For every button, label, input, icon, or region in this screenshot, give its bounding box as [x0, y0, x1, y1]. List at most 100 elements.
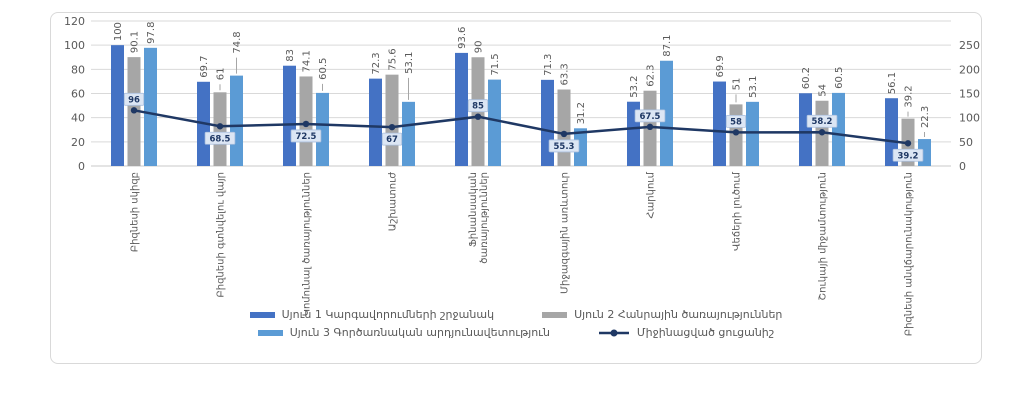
bar-value-label: 74.1	[302, 50, 313, 72]
bar[interactable]	[832, 92, 845, 166]
legend-item-series-2[interactable]: Սյուն 2 Հանրային ծառայություններ	[542, 308, 782, 321]
bar[interactable]	[488, 79, 501, 166]
bar[interactable]	[557, 89, 571, 166]
bar-value-label: 87.1	[662, 34, 673, 56]
bar[interactable]	[713, 81, 726, 166]
legend: Սյուն 1 Կարգավորումների շրջանակ Սյուն 2 …	[51, 308, 981, 339]
line-value-label: 72.5	[296, 132, 317, 142]
bar-value-label: 90	[474, 41, 485, 54]
right-axis-tick: 250	[959, 39, 980, 52]
line-label-box	[123, 92, 145, 106]
right-axis-tick: 50	[959, 136, 973, 149]
bar-value-label: 71.3	[543, 54, 554, 76]
legend-row-1: Սյուն 1 Կարգավորումների շրջանակ Սյուն 2 …	[249, 308, 782, 321]
line-point[interactable]	[904, 140, 912, 147]
line-label-box	[381, 132, 403, 146]
bar-value-label: 83	[285, 49, 296, 62]
bar[interactable]	[230, 75, 243, 166]
category-label: Շուկայի միջամտություն	[818, 172, 829, 300]
left-axis-tick: 100	[64, 39, 85, 52]
bar-value-label: 75.6	[388, 48, 399, 70]
bar-value-label: 53.2	[629, 75, 640, 97]
bar-value-label: 63.3	[560, 63, 571, 85]
legend-label-line-series: Միջինացված ցուցանիշ	[636, 326, 775, 339]
line-point[interactable]	[302, 120, 310, 128]
line-label-box	[806, 114, 838, 128]
bar[interactable]	[316, 92, 329, 166]
series1-swatch	[249, 311, 275, 318]
bar-value-label: 61	[216, 68, 227, 81]
left-axis-tick: 60	[71, 88, 85, 101]
bar[interactable]	[660, 60, 673, 166]
plot-area: 0 0 20 50 40 100 60 150 80 200 100 250 120 100 69.7 83 7…	[64, 15, 980, 336]
bar[interactable]	[111, 45, 124, 166]
bar-value-label: 71.5	[490, 53, 501, 75]
category-label: Կոմունալ ծառայություններ	[302, 172, 313, 316]
line-value-label: 55.3	[554, 142, 575, 152]
category-label: Բիզնեսի գտնվելու վայր	[216, 172, 227, 298]
line-value-label: 58	[730, 117, 742, 127]
bar[interactable]	[746, 101, 759, 166]
line-point[interactable]	[818, 129, 826, 136]
bar[interactable]	[402, 101, 415, 166]
line-point[interactable]	[130, 107, 138, 114]
line-point[interactable]	[216, 123, 224, 130]
category-label: Աշխատուժ	[388, 172, 399, 232]
legend-item-line-series[interactable]: Միջինացված ցուցանիշ	[598, 326, 774, 339]
bar[interactable]	[385, 74, 399, 166]
bar[interactable]	[455, 52, 468, 166]
right-axis-tick: 200	[959, 63, 980, 76]
bar-value-label: 100	[113, 22, 124, 41]
bar-value-label: 56.1	[887, 72, 898, 94]
bar-value-label: 31.2	[576, 102, 587, 124]
legend-item-series-1[interactable]: Սյուն 1 Կարգավորումների շրջանակ	[249, 308, 495, 321]
bar[interactable]	[799, 93, 812, 166]
line-point[interactable]	[474, 113, 482, 120]
category-label: Միջազգային առևտուր	[560, 172, 571, 294]
line-label-box	[467, 99, 489, 113]
line-point[interactable]	[732, 129, 740, 136]
left-axis-tick: 80	[71, 63, 85, 76]
legend-label-series-3: Սյուն 3 Գործառնական արդյունավետություն	[289, 326, 550, 339]
legend-label-series-1: Սյուն 1 Կարգավորումների շրջանակ	[281, 308, 495, 321]
line-label-box	[548, 139, 580, 153]
left-axis-tick: 120	[64, 15, 85, 28]
left-axis-tick: 40	[71, 112, 85, 125]
right-axis-tick: 100	[959, 112, 980, 125]
line-point[interactable]	[388, 123, 396, 131]
line-value-label: 58.2	[812, 117, 833, 127]
bar[interactable]	[283, 65, 296, 166]
average-line[interactable]	[133, 109, 909, 145]
category-label: Հարկում	[646, 171, 657, 218]
bar[interactable]	[144, 47, 157, 167]
line-point[interactable]	[560, 130, 568, 138]
bar[interactable]	[369, 78, 382, 166]
category-label: Ֆինանսական	[468, 172, 479, 247]
line-value-label: 67.5	[640, 112, 661, 122]
line-label-box	[204, 131, 236, 145]
series2-swatch	[542, 311, 568, 318]
legend-item-series-3[interactable]: Սյուն 3 Գործառնական արդյունավետություն	[257, 326, 550, 339]
line-label-box	[892, 148, 924, 162]
line-point[interactable]	[646, 123, 654, 131]
line-value-label: 85	[472, 102, 484, 112]
left-axis-tick: 0	[78, 160, 85, 173]
line-series-marker-icon	[598, 329, 629, 336]
series3-swatch	[257, 329, 283, 336]
category-label: Բիզնեսի անվճարունակություն	[904, 172, 915, 336]
bar-value-label: 39.2	[904, 85, 915, 107]
bar-value-label: 60.5	[318, 58, 329, 80]
legend-label-series-2: Սյուն 2 Հանրային ծառայություններ	[574, 308, 783, 321]
right-axis-tick: 0	[959, 160, 966, 173]
bar[interactable]	[541, 79, 554, 166]
bar-value-label: 53.1	[404, 52, 415, 74]
bar-value-label: 74.8	[232, 31, 243, 53]
bar-value-label: 97.8	[146, 22, 157, 44]
bar[interactable]	[574, 128, 587, 166]
line-label-box	[634, 109, 666, 123]
category-label: Բիզնեսի սկիզբ	[130, 172, 141, 252]
line-value-label: 67	[386, 135, 398, 145]
chart-frame: 0 0 20 50 40 100 60 150 80 200 100 250 120 100 69.7 83 7…	[50, 12, 982, 364]
bar-value-label: 22.3	[920, 106, 931, 128]
left-axis-tick: 20	[71, 136, 85, 149]
